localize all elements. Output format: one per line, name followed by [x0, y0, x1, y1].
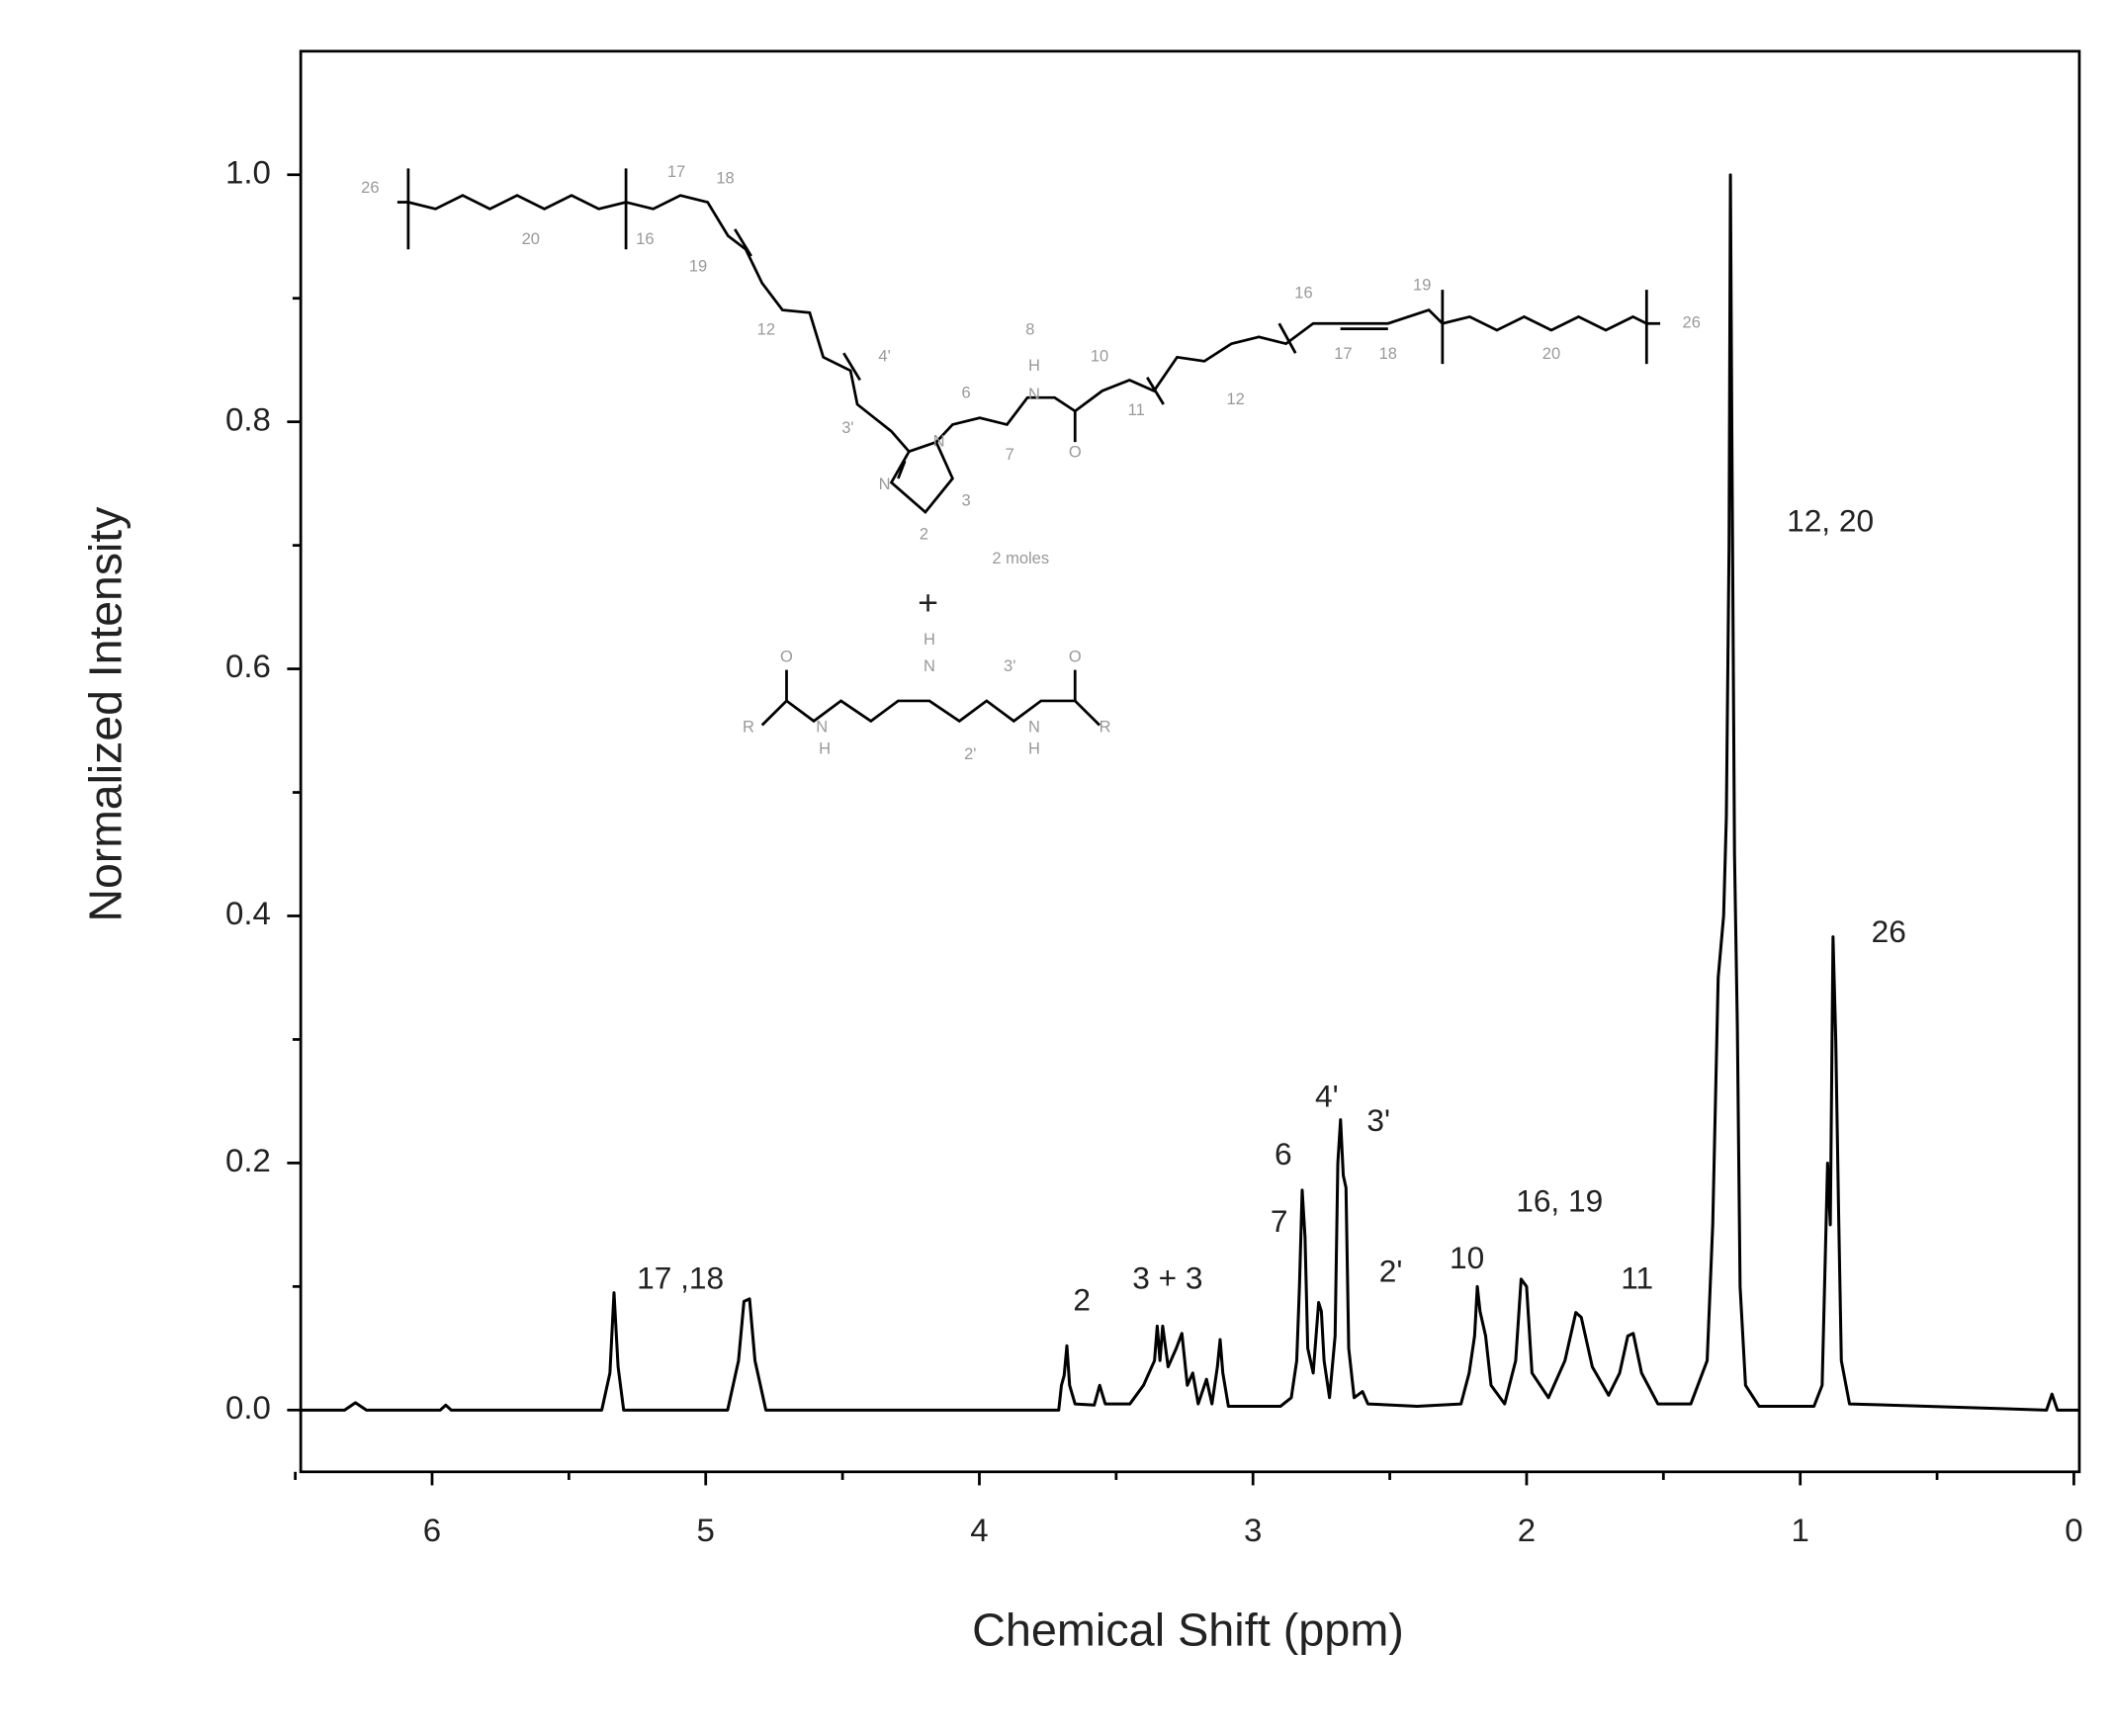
structure-label: N — [933, 433, 945, 451]
x-tick-label: 1 — [1792, 1512, 1809, 1548]
structure-label: 12 — [1226, 391, 1244, 408]
structure-label: 3' — [841, 419, 853, 437]
structure-label: 16 — [1294, 285, 1312, 303]
structure-label: H — [819, 739, 831, 757]
peak-annotation: 16, 19 — [1516, 1183, 1603, 1219]
y-tick-label: 0.8 — [225, 400, 271, 437]
structure-label: N — [1028, 719, 1040, 737]
bond — [785, 669, 1077, 701]
y-tick-label: 0.6 — [225, 648, 271, 684]
peak-annotation: 4' — [1315, 1079, 1339, 1114]
structure-label: H — [1028, 739, 1040, 757]
chain — [396, 194, 911, 453]
y-tick-label: 0.4 — [225, 895, 271, 931]
peak-annotation: 17 ,18 — [637, 1260, 724, 1296]
structure-label: 2 moles — [992, 550, 1049, 567]
y-axis-title: Normalized Intensity — [79, 506, 131, 922]
structure-label: 3' — [1004, 657, 1015, 675]
peak-annotation: 3 + 3 — [1132, 1260, 1202, 1296]
plot-frame — [299, 49, 2081, 1474]
structure-label: 7 — [1006, 446, 1014, 464]
x-tick-label: 6 — [423, 1512, 441, 1548]
chain — [934, 308, 1661, 444]
structure-label: 19 — [1413, 276, 1431, 294]
structure-label: 20 — [1542, 345, 1560, 363]
structure-label: N — [1028, 386, 1040, 403]
peak-annotation: 26 — [1872, 913, 1906, 949]
chain — [760, 699, 1101, 727]
structure-label: 17 — [667, 163, 685, 181]
structure-label: 20 — [522, 230, 540, 248]
x-tick-label: 0 — [2065, 1512, 2082, 1548]
structure-label: O — [780, 649, 793, 666]
peak-annotation: 6 — [1275, 1136, 1292, 1172]
structure-label: 19 — [689, 257, 707, 275]
structure-label: + — [918, 583, 938, 623]
y-tick-label: 0.0 — [225, 1389, 271, 1426]
structure-label: R — [743, 719, 754, 737]
structure-label: R — [1100, 719, 1111, 737]
structure-label: 18 — [716, 170, 734, 188]
peak-annotation: 11 — [1621, 1260, 1653, 1296]
structure-label: 2' — [964, 745, 976, 763]
x-tick-label: 2 — [1518, 1512, 1536, 1548]
peak-annotation: 7 — [1271, 1203, 1288, 1239]
structure-label: 18 — [1379, 345, 1397, 363]
structure-label: 8 — [1025, 320, 1034, 338]
peak-annotation: 2 — [1073, 1281, 1091, 1317]
structure-label: H — [1028, 357, 1040, 375]
structure-label: H — [924, 631, 935, 649]
x-tick-label: 5 — [697, 1512, 715, 1548]
structure-label: 17 — [1334, 345, 1352, 363]
ring — [889, 440, 954, 515]
peak-annotation: 10 — [1450, 1240, 1484, 1275]
structure-label: N — [924, 657, 935, 675]
structure-label: 3 — [962, 492, 971, 510]
structure-label: N — [816, 719, 828, 737]
bond — [734, 228, 1388, 479]
structure: 26 20 16 17 18 19 12 4' 3' N N 2 3 6 7 8… — [361, 163, 1701, 763]
structure-label: 26 — [1683, 314, 1701, 332]
peak-annotation: 2' — [1379, 1254, 1403, 1289]
structure-label: 16 — [636, 230, 654, 248]
y-tick-label: 0.2 — [225, 1142, 271, 1178]
structure-label: 10 — [1091, 348, 1108, 366]
bracket — [406, 168, 1648, 365]
x-axis-title: Chemical Shift (ppm) — [972, 1605, 1404, 1656]
structure-label: 12 — [757, 320, 775, 338]
structure-label: N — [879, 476, 891, 493]
structure-label: 4' — [878, 348, 890, 366]
structure-label: O — [1069, 649, 1082, 666]
structure-label: 6 — [962, 384, 971, 401]
x-tick-label: 3 — [1244, 1512, 1262, 1548]
peak-annotation: 12, 20 — [1787, 502, 1874, 538]
structure-label: 2 — [920, 526, 928, 544]
structure-label: O — [1069, 443, 1082, 461]
y-tick-label: 1.0 — [225, 154, 271, 191]
peak-annotation: 3' — [1366, 1102, 1390, 1138]
structure-label: 11 — [1128, 401, 1145, 419]
x-tick-label: 4 — [970, 1512, 988, 1548]
spectrum-line — [301, 173, 2079, 1412]
structure-label: 26 — [361, 179, 379, 197]
